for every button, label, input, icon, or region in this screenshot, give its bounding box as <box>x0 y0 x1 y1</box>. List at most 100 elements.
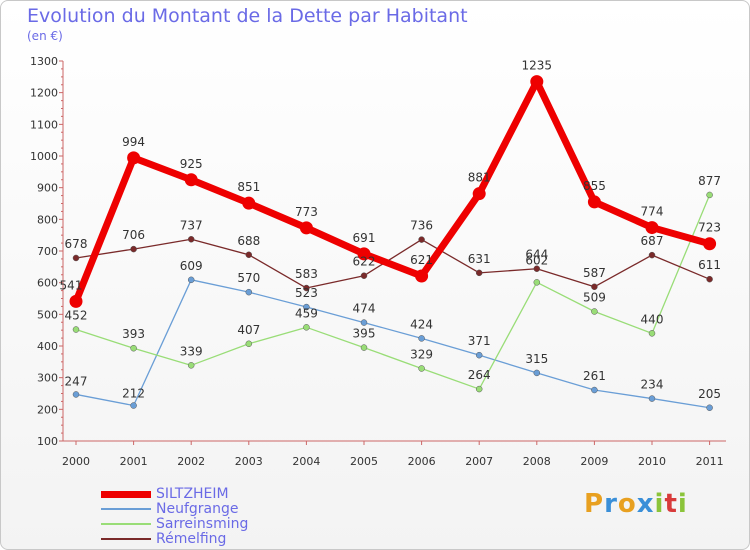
data-point <box>703 237 717 251</box>
y-tick-label: 700 <box>37 245 58 258</box>
data-label: 925 <box>180 157 203 171</box>
logo-letter: i <box>654 489 665 519</box>
data-point <box>127 151 141 165</box>
data-point <box>187 236 195 243</box>
x-tick-label: 2006 <box>408 455 436 468</box>
y-tick-label: 300 <box>37 372 58 385</box>
data-point <box>303 284 310 292</box>
data-label: 602 <box>525 253 548 267</box>
x-tick-label: 2010 <box>638 455 666 468</box>
y-tick-label: 1300 <box>30 55 58 68</box>
data-point <box>360 344 368 351</box>
data-point <box>587 195 601 209</box>
data-label: 315 <box>525 352 548 366</box>
data-label: 523 <box>295 286 318 300</box>
data-point <box>648 330 656 337</box>
data-label: 393 <box>122 327 145 341</box>
data-point <box>648 251 656 259</box>
data-point <box>303 324 310 331</box>
legend-label: Neufgrange <box>156 501 239 517</box>
data-label: 247 <box>65 374 88 388</box>
chart-subtitle: (en €) <box>27 29 63 43</box>
data-point <box>418 236 425 243</box>
data-label: 736 <box>410 219 433 233</box>
data-point <box>360 272 368 279</box>
data-label: 541 <box>60 278 83 292</box>
logo-letter: P <box>584 489 605 519</box>
data-label: 205 <box>698 387 721 401</box>
data-label: 773 <box>295 205 318 219</box>
logo-letter: o <box>617 489 637 519</box>
y-tick-label: 100 <box>37 435 58 448</box>
data-point <box>187 276 195 284</box>
data-label: 212 <box>122 387 145 401</box>
data-label: 691 <box>353 231 376 245</box>
logo-letter: t <box>664 489 678 519</box>
x-tick-label: 2011 <box>696 455 724 468</box>
data-label: 678 <box>65 237 88 251</box>
y-tick-label: 400 <box>37 340 58 353</box>
data-label: 264 <box>468 368 491 382</box>
data-point <box>591 308 598 315</box>
data-point <box>303 303 310 311</box>
data-label: 622 <box>353 255 376 269</box>
data-label: 440 <box>641 312 664 326</box>
legend-swatch <box>101 538 151 540</box>
data-label: 424 <box>410 317 433 331</box>
data-label: 687 <box>641 234 664 248</box>
data-point <box>475 351 483 359</box>
data-point <box>130 245 137 253</box>
data-point <box>360 319 368 326</box>
data-label: 570 <box>237 271 260 285</box>
proxiti-logo: Proxiti <box>584 489 688 519</box>
legend-swatch <box>101 523 151 525</box>
y-tick-label: 800 <box>37 213 58 226</box>
x-tick-label: 2000 <box>62 455 90 468</box>
data-point <box>72 391 80 398</box>
x-tick-label: 2009 <box>580 455 608 468</box>
data-label: 1235 <box>522 59 553 73</box>
data-point <box>245 340 253 348</box>
data-label: 877 <box>698 174 721 188</box>
data-label: 339 <box>180 344 203 358</box>
y-tick-label: 200 <box>37 403 58 416</box>
data-point <box>187 362 195 369</box>
data-label: 234 <box>641 378 664 392</box>
data-label: 851 <box>237 180 260 194</box>
data-point <box>72 254 80 262</box>
data-label: 459 <box>295 306 318 320</box>
data-point <box>245 288 253 296</box>
data-label: 587 <box>583 266 606 280</box>
series-line-neufgrange <box>75 279 711 409</box>
data-point <box>706 275 713 283</box>
data-label: 644 <box>525 248 548 262</box>
data-label: 609 <box>180 259 203 273</box>
y-tick-label: 900 <box>37 182 58 195</box>
data-point <box>648 395 656 402</box>
x-tick-label: 2008 <box>523 455 551 468</box>
x-tick-label: 2004 <box>292 455 320 468</box>
legend-label: Rémelfing <box>156 531 227 547</box>
data-label: 329 <box>410 347 433 361</box>
data-point <box>475 385 483 393</box>
data-point <box>706 404 713 411</box>
data-label: 474 <box>353 302 376 316</box>
series-line-siltzheim <box>72 78 714 305</box>
data-label: 509 <box>583 290 606 304</box>
x-tick-label: 2007 <box>465 455 493 468</box>
data-label: 452 <box>65 309 88 323</box>
legend-swatch <box>101 490 151 498</box>
data-point <box>706 191 713 199</box>
logo-letter: i <box>677 489 688 519</box>
data-label: 774 <box>641 205 664 219</box>
data-label: 688 <box>237 234 260 248</box>
legend-swatch <box>101 508 151 510</box>
data-point <box>591 386 598 394</box>
data-label: 371 <box>468 334 491 348</box>
y-tick-label: 1100 <box>30 118 58 131</box>
x-tick-label: 2001 <box>120 455 148 468</box>
data-label: 631 <box>468 252 491 266</box>
logo-letter: x <box>636 489 655 519</box>
data-point <box>533 265 541 272</box>
